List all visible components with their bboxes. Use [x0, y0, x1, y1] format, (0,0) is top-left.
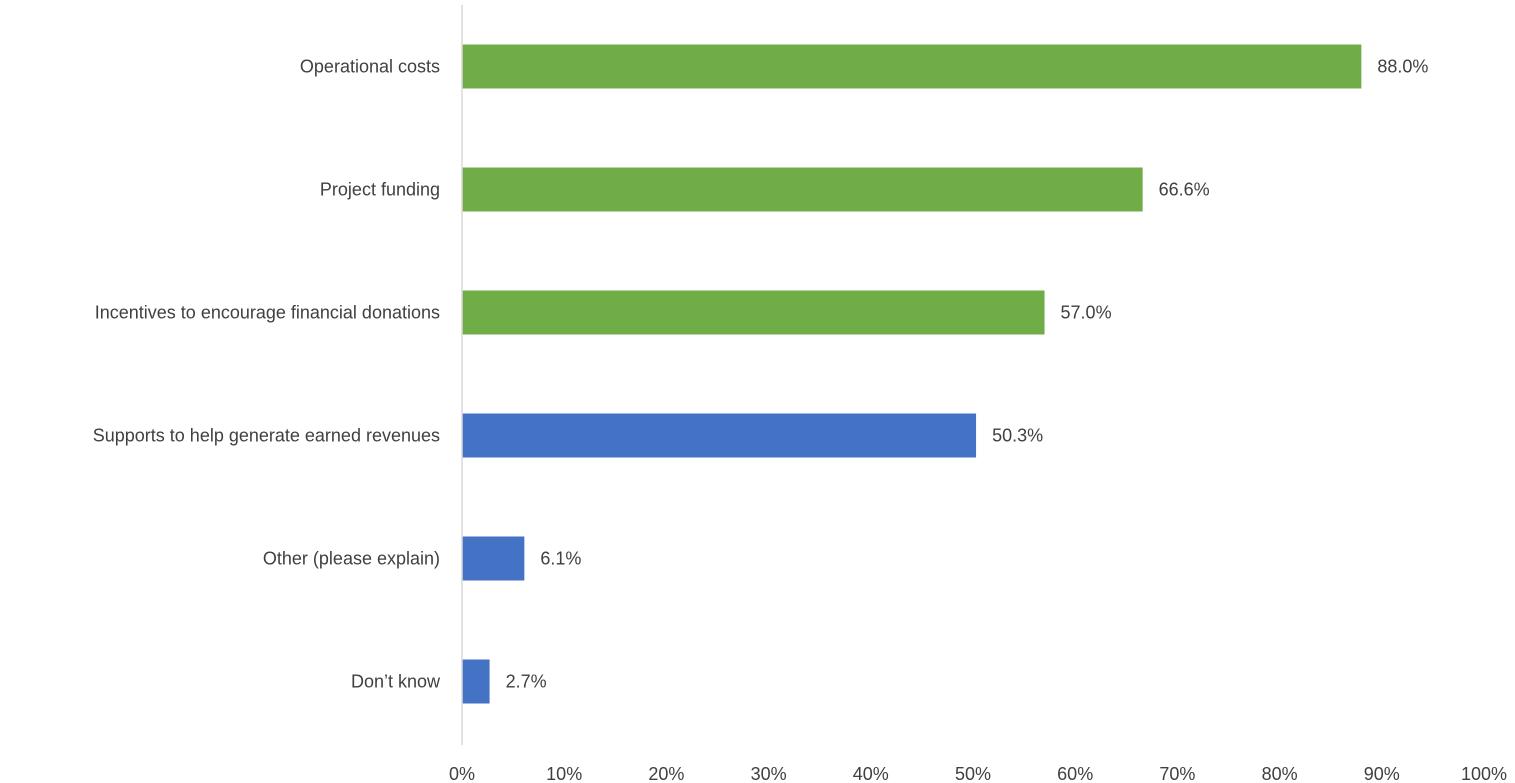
x-tick-label: 90%: [1364, 764, 1400, 783]
x-tick-label: 30%: [751, 764, 787, 783]
data-label: 66.6%: [1159, 180, 1210, 200]
x-tick-label: 40%: [853, 764, 889, 783]
data-label: 50.3%: [992, 426, 1043, 446]
x-tick-label: 0%: [449, 764, 475, 783]
x-tick-label: 100%: [1461, 764, 1507, 783]
bar-0: [462, 44, 1362, 89]
category-label: Operational costs: [300, 57, 440, 77]
category-label: Don’t know: [351, 672, 441, 692]
data-label: 2.7%: [506, 672, 547, 692]
bars-layer: [462, 44, 1362, 704]
x-tick-label: 50%: [955, 764, 991, 783]
bar-3: [462, 413, 977, 458]
axes: 0% 10% 20% 30% 40% 50% 60% 70% 80% 90% 100%: [449, 5, 1507, 783]
bar-4: [462, 536, 525, 581]
category-labels: Operational costs Project funding Incentiv…: [93, 57, 441, 692]
bar-5: [462, 659, 490, 704]
data-label: 57.0%: [1061, 303, 1112, 323]
value-labels: 88.0% 66.6% 57.0% 50.3% 6.1% 2.7%: [506, 57, 1429, 692]
category-label: Other (please explain): [263, 549, 440, 569]
x-tick-label: 10%: [546, 764, 582, 783]
category-label: Project funding: [320, 180, 440, 200]
data-label: 6.1%: [540, 549, 581, 569]
data-label: 88.0%: [1377, 57, 1428, 77]
x-tick-label: 70%: [1159, 764, 1195, 783]
x-tick-label: 80%: [1262, 764, 1298, 783]
x-tick-label: 20%: [648, 764, 684, 783]
category-label: Incentives to encourage financial donati…: [95, 303, 440, 323]
bar-1: [462, 167, 1143, 212]
category-label: Supports to help generate earned revenue…: [93, 426, 440, 446]
bar-2: [462, 290, 1045, 335]
x-tick-label: 60%: [1057, 764, 1093, 783]
